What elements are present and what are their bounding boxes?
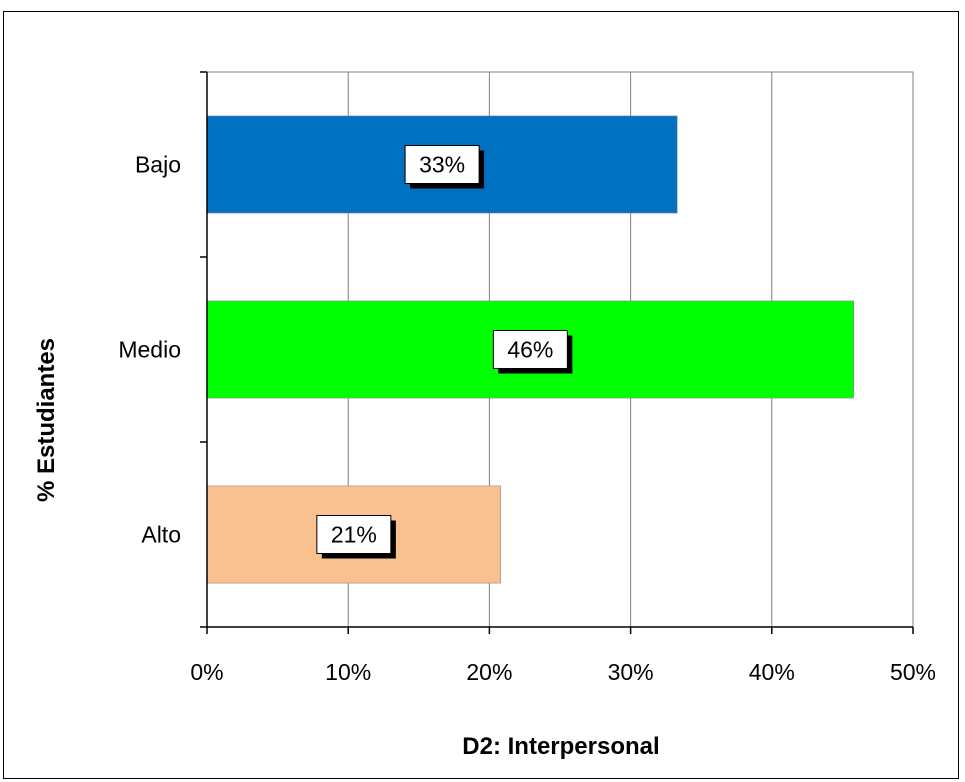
x-tick-label: 10% xyxy=(325,659,371,685)
category-label-bajo: Bajo xyxy=(135,152,181,178)
data-label-medio: 46% xyxy=(492,330,573,374)
category-labels: Bajo Medio Alto xyxy=(118,152,181,548)
data-labels: 33% 46% 21% xyxy=(316,145,573,559)
data-label-box xyxy=(316,515,392,554)
data-label-box xyxy=(404,145,480,184)
axes xyxy=(200,71,914,634)
x-tick-label: 0% xyxy=(190,659,223,685)
category-label-medio: Medio xyxy=(118,337,181,363)
x-tick-label: 50% xyxy=(890,659,936,685)
x-axis-title: D2: Interpersonal xyxy=(462,733,659,760)
category-label-alto: Alto xyxy=(141,522,181,548)
x-tick-label: 30% xyxy=(608,659,654,685)
data-label-text: 21% xyxy=(331,522,377,548)
x-tick-labels: 0% 10% 20% 30% 40% 50% xyxy=(190,659,936,685)
x-tick-label: 40% xyxy=(749,659,795,685)
data-label-text: 46% xyxy=(507,337,553,363)
data-label-alto: 21% xyxy=(316,515,396,559)
data-label-bajo: 33% xyxy=(404,145,485,189)
data-label-text: 33% xyxy=(419,152,465,178)
data-label-box xyxy=(492,330,568,369)
x-tick-label: 20% xyxy=(466,659,512,685)
y-axis-title: % Estudiantes xyxy=(33,338,60,502)
